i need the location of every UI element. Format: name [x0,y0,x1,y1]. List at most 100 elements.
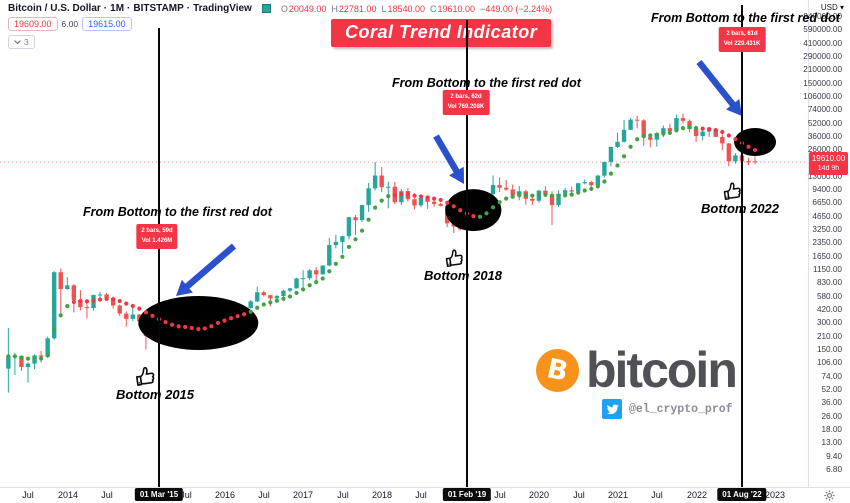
price-axis-label: 210.00 [816,331,842,341]
time-axis-label: Jul [22,490,34,500]
candle-type-icon [261,4,271,13]
measure-note-2015: From Bottom to the first red dot [83,205,272,219]
price-axis-label: 13.00 [821,438,843,448]
time-axis-label: 2022 [686,490,708,500]
high-label: H [331,3,338,14]
time-axis-label: Jul [337,490,349,500]
price-axis-label: 410000.00 [803,38,842,48]
price-axis-label: 290000.00 [803,51,842,61]
price-axis-label: 106000.00 [803,91,842,101]
time-axis-label: 2018 [371,490,393,500]
price-axis-label: 210000.00 [803,65,842,75]
price-axis-label: 4650.00 [812,211,842,221]
price-axis-label: 74.00 [821,371,843,381]
time-axis-label: Jul [101,490,113,500]
close-label: C [430,3,437,14]
measure-volume: Vol 229.431K [723,40,761,47]
twitter-handle: @el_crypto_prof [629,402,733,416]
last-price-tag: 19610.00 14d 9h [809,152,848,176]
price-axis-label: 6.80 [826,464,842,474]
time-axis-label: 2014 [57,490,79,500]
price-axis-label: 9.40 [826,451,842,461]
thumbs-up-icon [723,182,741,200]
coral-trend-dots [6,125,758,361]
price-axis-label: 3250.00 [812,225,842,235]
low-value: 18540.00 [387,3,426,14]
price-axis-label: 106.00 [816,358,842,368]
measure-box-2022[interactable]: 2 bars, 61d Vol 229.431K [718,27,766,53]
price-axis-label: 26000.00 [807,145,842,155]
price-axis-label: 9400.00 [812,185,842,195]
ohlc-readout: O 20049.00 H 22781.00 L 18540.00 C 19610.00 … [276,4,552,14]
candlesticks [6,113,758,393]
currency-selector[interactable]: USD ▾ [820,3,844,12]
price-axis-label: 300.00 [816,318,842,328]
price-axis-label: 52000.00 [807,118,842,128]
measure-bars: 2 bars, 59d [141,228,173,234]
bitcoin-watermark: B bitcoin @el_crypto_prof [536,345,738,419]
axis-settings-gear-icon[interactable] [824,488,835,503]
exchange-label: BITSTAMP [133,3,184,14]
brand-label: TradingView [193,3,252,14]
title-badge: Coral Trend Indicator [331,19,552,47]
price-axis-label: 840000.00 [803,12,842,21]
time-axis-label: Jul [415,490,427,500]
change-value: −449.00 (−2.24%) [480,3,553,14]
separator-dot: · [127,3,131,14]
chevron-down-icon [14,39,21,44]
measure-box-2018[interactable]: 2 bars, 62d Vol 769.208K [442,90,490,116]
measure-volume: Vol 1.426M [141,237,173,244]
bottom-label-2022: Bottom 2022 [701,201,780,216]
time-axis-label: 2017 [292,490,314,500]
vertical-date-line[interactable] [158,28,160,487]
time-axis-label: 2016 [214,490,236,500]
price-axis-label: 1650.00 [812,251,842,261]
bottom-label-2018: Bottom 2018 [424,268,503,283]
measure-note-2022: From Bottom to the first red dot [651,11,840,25]
date-anchor-2019[interactable]: 01 Feb '19 [442,488,492,501]
date-anchor-2022[interactable]: 01 Aug '22 [717,488,767,501]
close-value: 19610.00 [437,3,476,14]
price-axis-label: 36.00 [821,398,843,408]
price-axis-label: 420.00 [816,305,842,315]
high-value: 22781.00 [338,3,377,14]
time-axis-label: Jul [180,490,192,500]
time-axis-label: 2023 [764,490,786,500]
vertical-date-line[interactable] [465,20,468,487]
price-axis-label: 36000.00 [807,131,842,141]
bid-price-button[interactable]: 19609.00 [8,17,58,31]
separator-dot: · [186,3,191,14]
price-axis-label: 830.00 [816,278,842,288]
annotation-arrows [176,59,742,296]
time-axis-label: 2020 [528,490,550,500]
vertical-date-line[interactable] [740,5,743,487]
measure-bars: 2 bars, 62d [450,94,482,100]
measure-note-2018: From Bottom to the first red dot [392,76,581,90]
last-price-value: 19610.00 [811,154,846,163]
measure-volume: Vol 769.208K [447,103,485,110]
measure-box-2015[interactable]: 2 bars, 59d Vol 1.426M [136,224,178,250]
date-anchor-2015[interactable]: 01 Mar '15 [134,488,184,501]
open-label: O [280,3,288,14]
ask-price-button[interactable]: 19615.00 [82,17,132,31]
price-axis-label: 6650.00 [812,198,842,208]
time-axis-label: 2021 [607,490,629,500]
price-axis-label: 18.00 [821,424,843,434]
time-axis-label: Jul [258,490,270,500]
time-axis-label: Jul [651,490,663,500]
thumbs-up-icon [135,366,155,386]
chart-legend: Bitcoin / U.S. Dollar · 1M · BITSTAMP · … [8,3,552,50]
price-axis-label: 150000.00 [803,78,842,88]
highlight-ellipses [138,128,777,350]
collapse-count: 3 [24,37,29,47]
price-axis[interactable]: USD ▾ 840000.00 590000.00 410000.00 290000.… [803,0,850,487]
interval-label[interactable]: 1M [110,3,125,14]
price-axis-label: 52.00 [821,384,843,394]
symbol-title[interactable]: Bitcoin / U.S. Dollar [8,3,101,14]
bitcoin-logo-icon: B [536,349,579,392]
indicators-collapse-chip[interactable]: 3 [8,35,35,49]
bar-countdown: 14d 9h [817,165,840,173]
price-axis-label: 580.00 [816,291,842,301]
separator-dot: · [103,3,108,14]
